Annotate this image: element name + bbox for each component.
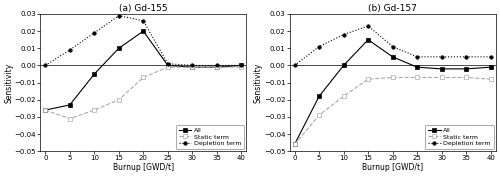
Depletion term: [316, 46, 322, 48]
All: [365, 39, 371, 41]
Static term: [316, 114, 322, 116]
All: [292, 143, 298, 146]
Depletion term: [390, 46, 396, 48]
All: [463, 68, 469, 70]
Depletion term: [340, 33, 346, 36]
All: [238, 64, 244, 67]
Line: Static term: Static term: [44, 65, 243, 120]
Static term: [414, 76, 420, 78]
Depletion term: [116, 15, 122, 17]
Static term: [238, 66, 244, 68]
Static term: [165, 66, 171, 68]
All: [190, 66, 196, 68]
Depletion term: [238, 64, 244, 67]
Legend: All, Static term, Depletion term: All, Static term, Depletion term: [176, 125, 244, 149]
Depletion term: [365, 25, 371, 27]
All: [116, 47, 122, 49]
All: [92, 73, 98, 75]
All: [42, 109, 48, 111]
Static term: [92, 109, 98, 111]
Line: All: All: [44, 29, 243, 112]
Depletion term: [463, 56, 469, 58]
All: [438, 68, 444, 70]
Depletion term: [292, 64, 298, 67]
All: [214, 66, 220, 68]
Title: (b) Gd-157: (b) Gd-157: [368, 4, 417, 13]
Static term: [292, 143, 298, 146]
Static term: [390, 76, 396, 78]
Y-axis label: Sensitivity: Sensitivity: [254, 62, 262, 103]
Static term: [365, 78, 371, 80]
Depletion term: [438, 56, 444, 58]
Depletion term: [414, 56, 420, 58]
Static term: [42, 109, 48, 111]
All: [390, 56, 396, 58]
Line: Depletion term: Depletion term: [44, 14, 243, 67]
Static term: [463, 76, 469, 78]
Static term: [67, 118, 73, 120]
Line: Depletion term: Depletion term: [293, 24, 492, 67]
Line: Static term: Static term: [293, 76, 492, 146]
Depletion term: [140, 20, 146, 22]
Depletion term: [488, 56, 494, 58]
Depletion term: [190, 64, 196, 67]
All: [165, 64, 171, 67]
Line: All: All: [293, 38, 492, 146]
All: [488, 66, 494, 68]
All: [67, 104, 73, 106]
Legend: All, Static term, Depletion term: All, Static term, Depletion term: [425, 125, 494, 149]
Static term: [340, 95, 346, 97]
Depletion term: [165, 63, 171, 65]
Title: (a) Gd-155: (a) Gd-155: [119, 4, 168, 13]
Static term: [214, 66, 220, 68]
Depletion term: [92, 32, 98, 34]
Static term: [438, 76, 444, 78]
Static term: [190, 66, 196, 68]
Depletion term: [42, 64, 48, 67]
All: [316, 95, 322, 97]
X-axis label: Burnup [GWD/t]: Burnup [GWD/t]: [362, 163, 423, 172]
Y-axis label: Sensitivity: Sensitivity: [4, 62, 13, 103]
Static term: [488, 78, 494, 80]
All: [414, 66, 420, 68]
Depletion term: [67, 49, 73, 51]
All: [340, 64, 346, 67]
Static term: [140, 76, 146, 78]
Depletion term: [214, 64, 220, 67]
All: [140, 30, 146, 32]
X-axis label: Burnup [GWD/t]: Burnup [GWD/t]: [113, 163, 174, 172]
Static term: [116, 99, 122, 101]
